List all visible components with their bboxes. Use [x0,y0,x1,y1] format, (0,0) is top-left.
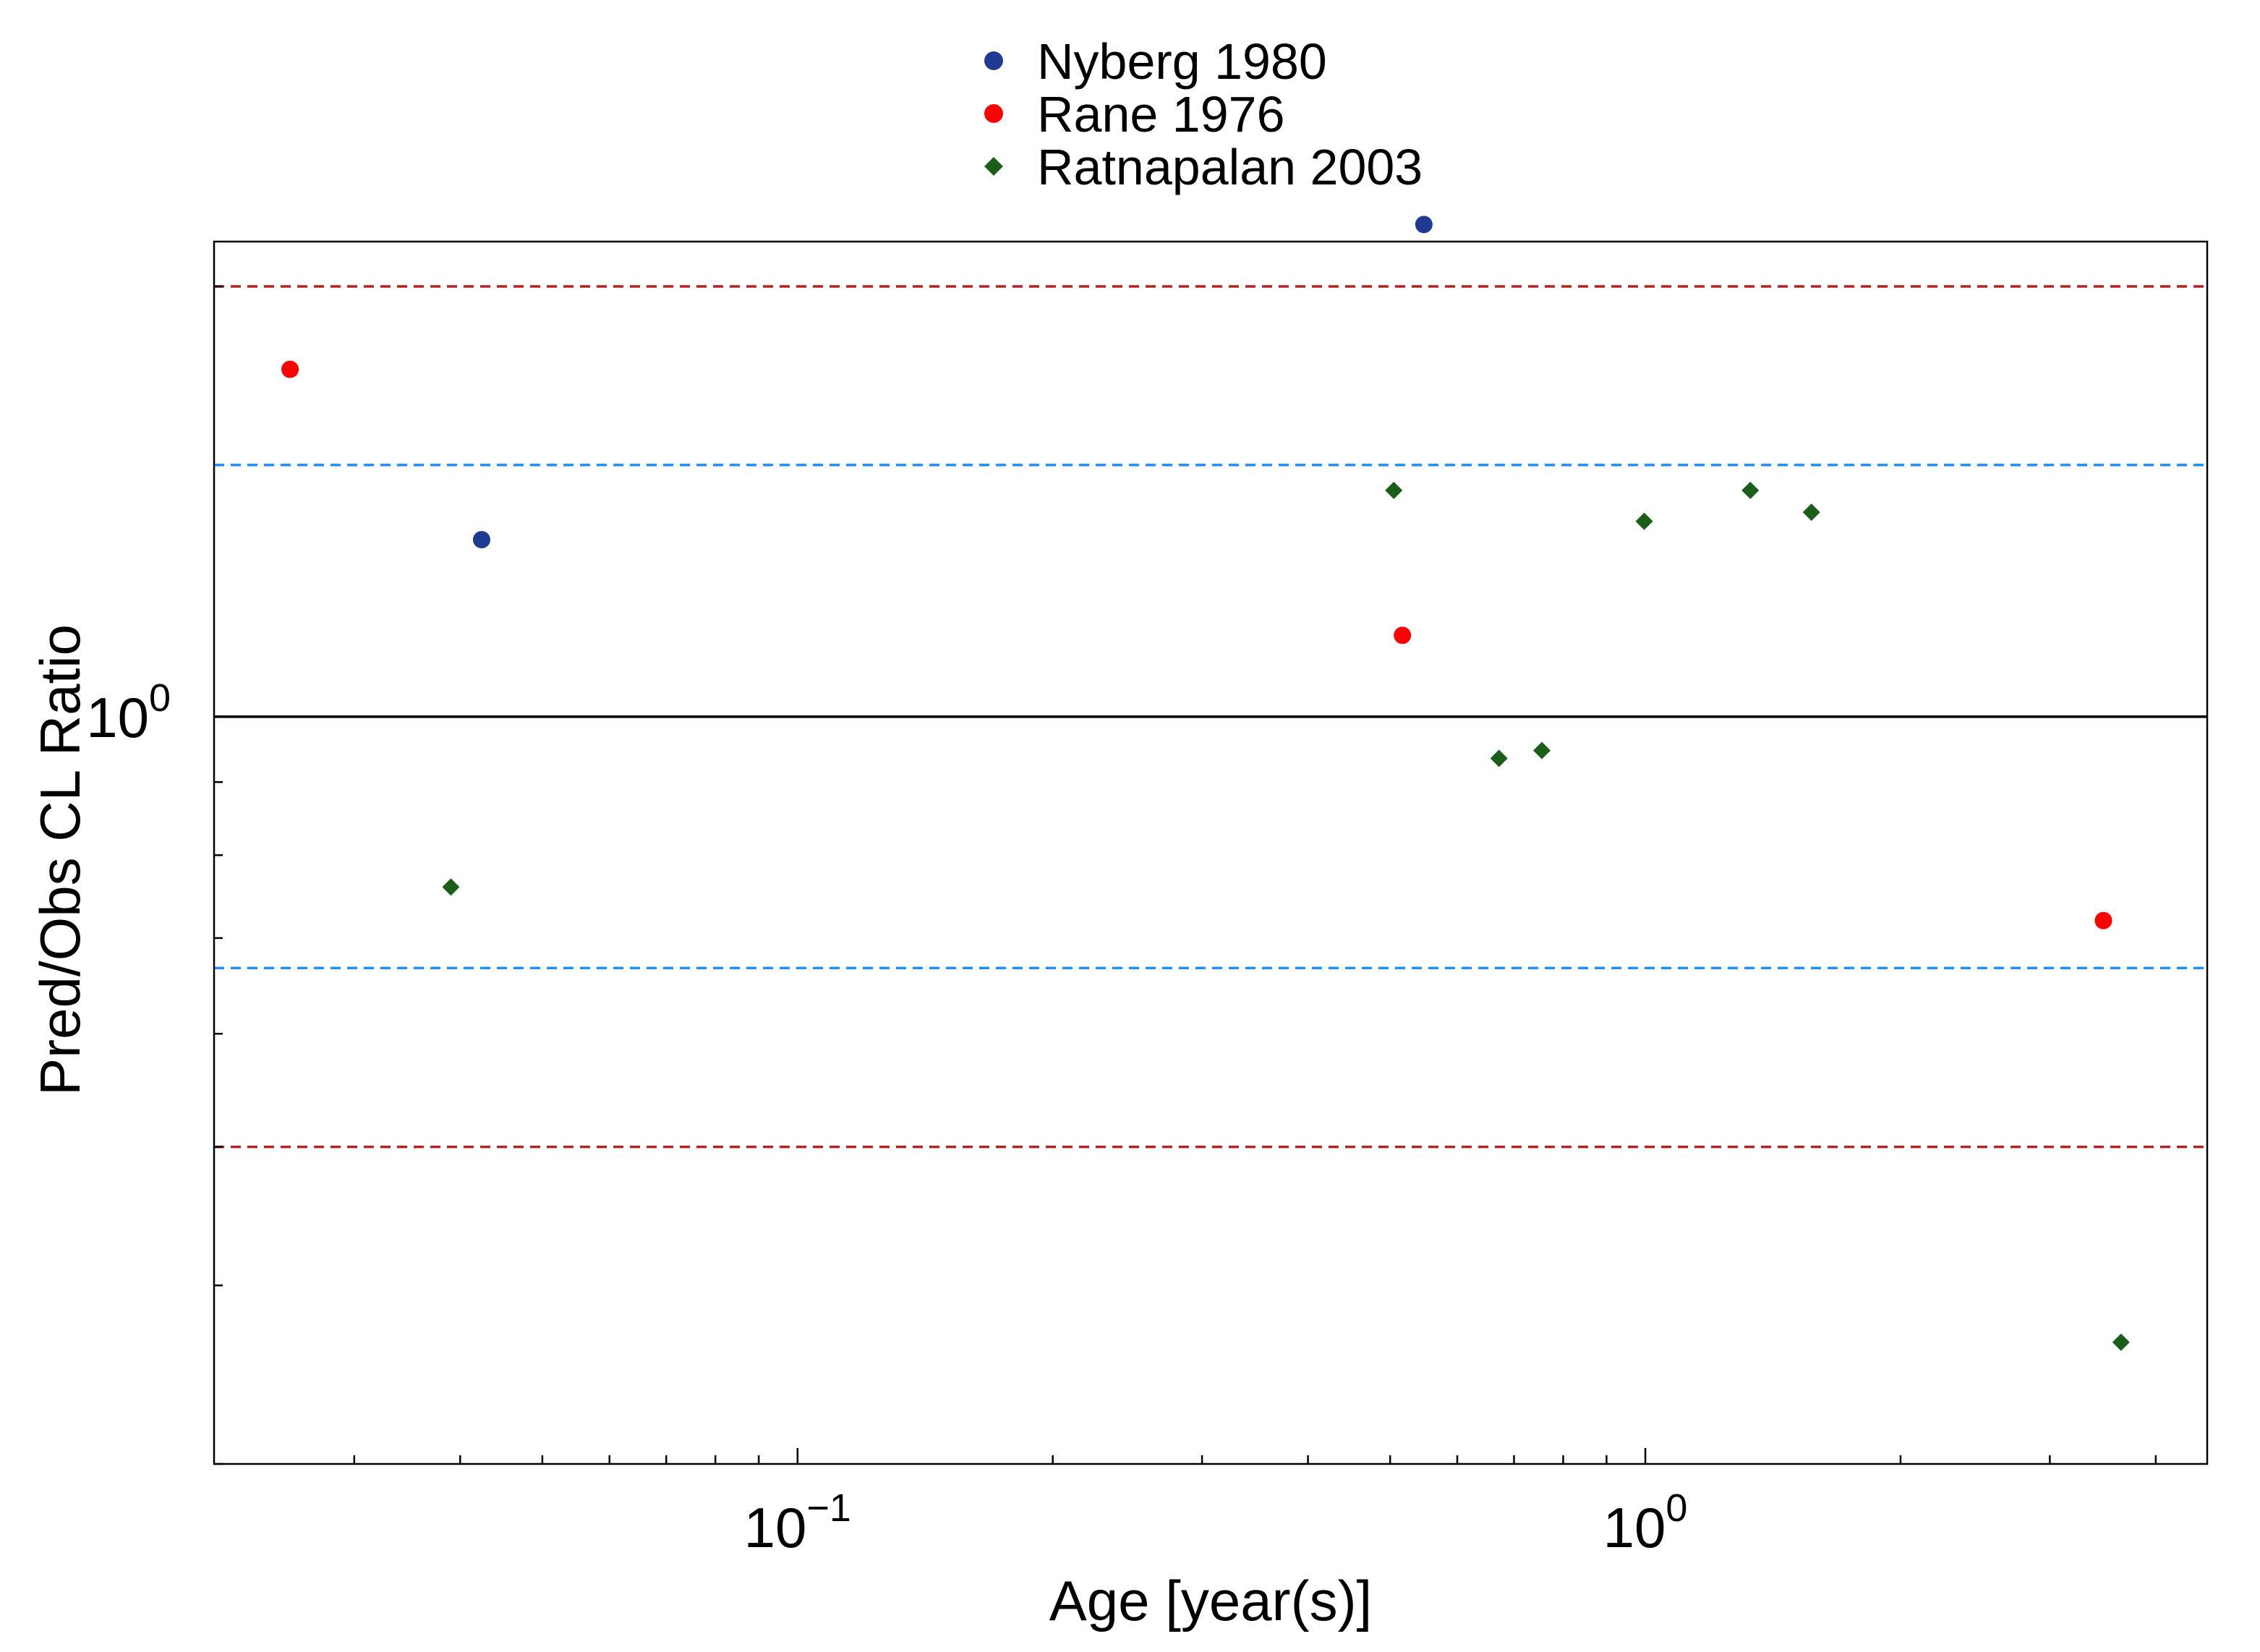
data-points [281,216,2130,1351]
y-axis-ticks: 100 [86,285,230,1465]
data-point [1415,216,1433,234]
data-point [1490,749,1508,767]
legend-marker [984,104,1003,123]
data-point [2112,1333,2130,1351]
plot-frame [213,240,2209,1465]
legend-label: Ratnapalan 2003 [1037,139,1423,195]
x-axis-ticks: 10−1 100 [353,1448,2157,1559]
data-point [1741,481,1760,499]
data-point [1394,626,1412,644]
data-point [442,878,460,896]
data-point [2094,911,2112,929]
legend-label: Rane 1976 [1037,86,1285,142]
reference-lines [214,285,2207,1149]
legend-marker [984,157,1003,176]
data-point [1635,512,1653,530]
data-point [281,360,299,378]
legend-marker [984,51,1003,70]
data-point [1385,481,1403,499]
data-point [1802,503,1820,521]
x-tick-label: 100 [1603,1486,1688,1559]
data-point [1532,741,1551,759]
y-axis-label: Pred/Obs CL Ratio [28,624,92,1096]
x-axis-label: Age [year(s)] [1049,1569,1372,1632]
legend-label: Nyberg 1980 [1037,33,1327,90]
y-tick-label: 100 [86,676,171,749]
x-tick-label: 10−1 [744,1486,851,1559]
data-point [472,531,490,549]
